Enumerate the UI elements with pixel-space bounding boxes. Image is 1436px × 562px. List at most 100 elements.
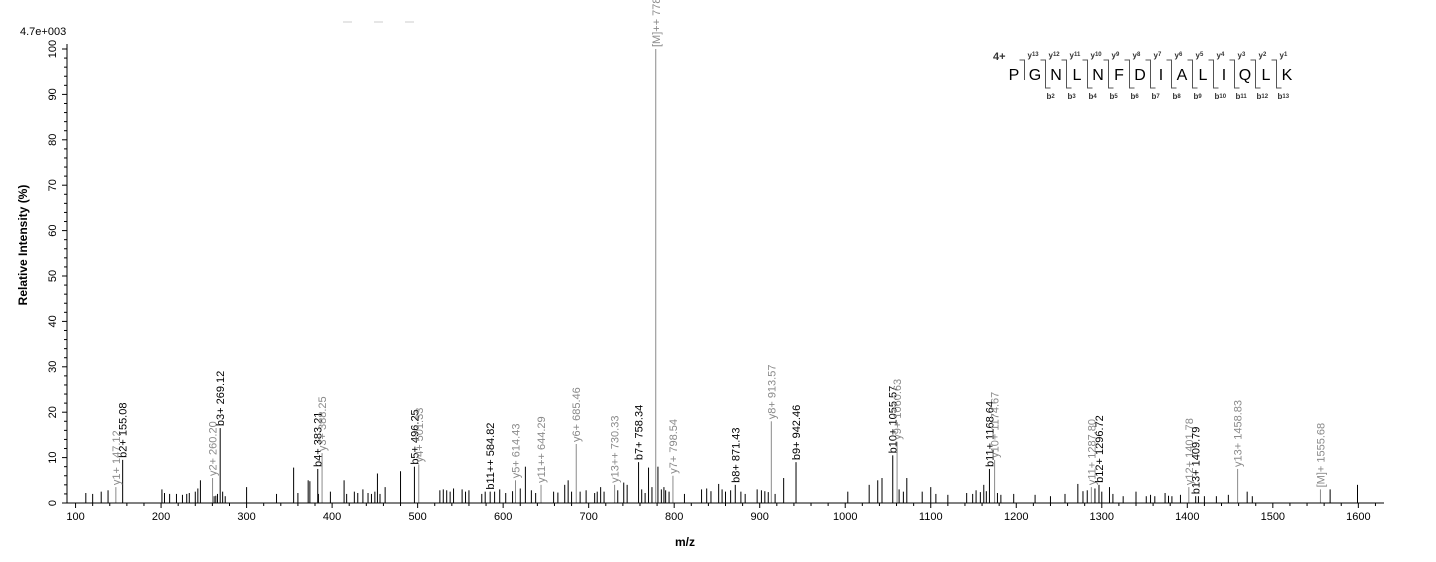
- y-ion-label: y6: [1175, 51, 1183, 60]
- y-cleavage-mark: [1229, 59, 1235, 80]
- y-ion-label: y3: [1238, 51, 1246, 60]
- y-tick-label: 0: [47, 500, 59, 506]
- x-tick-label: 1000: [833, 511, 857, 523]
- b-ion-label: b7: [1152, 92, 1161, 101]
- y-ion-index: 9: [1116, 52, 1120, 58]
- b-ion-label: b5: [1110, 92, 1119, 101]
- sequence-residue: G: [1029, 67, 1041, 84]
- b-ion-index: 5: [1114, 94, 1118, 100]
- peak-label: y13+ 1458.83: [1233, 400, 1245, 467]
- b-cleavage-mark: [1276, 68, 1282, 89]
- x-tick-label: 1200: [1004, 511, 1028, 523]
- y-ion-index: 10: [1095, 52, 1102, 58]
- peak-label: y12+ 1401.78: [1184, 418, 1196, 485]
- b-cleavage-mark: [1213, 68, 1219, 89]
- x-tick-label: 600: [494, 511, 512, 523]
- y-ion-label: y12: [1049, 51, 1061, 60]
- y-cleavage-mark: [1250, 59, 1256, 80]
- precursor-charge: 4+: [993, 51, 1006, 63]
- x-tick-label: 1300: [1090, 511, 1114, 523]
- y-tick-label: 100: [47, 40, 59, 58]
- y-cleavage-mark: [1187, 59, 1193, 80]
- sequence-residue: L: [1199, 67, 1208, 84]
- sequence-residue: N: [1050, 67, 1062, 84]
- b-ion-index: 4: [1093, 94, 1097, 100]
- y-axis-title: Relative Intensity (%): [16, 185, 30, 306]
- y-tick-label: 40: [47, 315, 59, 327]
- y-cleavage-mark: [1124, 59, 1130, 80]
- b-ion-index: 2: [1051, 94, 1055, 100]
- x-axis-title: m/z: [675, 535, 695, 549]
- peak-label: b5+ 496.25: [409, 409, 421, 464]
- peak-label: b2+ 155.08: [118, 402, 130, 457]
- sequence-residue: K: [1282, 67, 1293, 84]
- b-ion-label: b11: [1236, 92, 1248, 101]
- x-tick-label: 100: [66, 511, 84, 523]
- b-ion-label: b2: [1047, 92, 1056, 101]
- peak-label: y2+ 260.20: [208, 421, 220, 476]
- y-tick-label: 10: [47, 451, 59, 463]
- sequence-residue: A: [1177, 67, 1188, 84]
- y-tick-label: 60: [47, 224, 59, 236]
- y-ion-label: y2: [1259, 51, 1267, 60]
- b-ion-index: 13: [1282, 94, 1289, 100]
- b-ion-index: 7: [1156, 94, 1160, 100]
- b-ion-label: b6: [1131, 92, 1140, 101]
- x-tick-label: 400: [323, 511, 341, 523]
- y-ion-index: 5: [1200, 52, 1204, 58]
- y-tick-label: 80: [47, 134, 59, 146]
- y-ion-label: y5: [1196, 51, 1204, 60]
- sequence-residue: N: [1092, 67, 1104, 84]
- peak-label: y5+ 614.43: [510, 424, 522, 479]
- b-cleavage-mark: [1087, 68, 1093, 89]
- x-tick-label: 1100: [919, 511, 943, 523]
- y-cleavage-mark: [1145, 59, 1151, 80]
- y-ion-label: y10: [1091, 51, 1103, 60]
- b-ion-index: 9: [1198, 94, 1202, 100]
- y-ion-index: 12: [1053, 52, 1060, 58]
- y-ion-label: y13: [1028, 51, 1040, 60]
- b-ion-index: 3: [1072, 94, 1076, 100]
- y-cleavage-mark: [1019, 59, 1025, 80]
- y-ion-index: 1: [1284, 52, 1288, 58]
- sequence-residue: F: [1114, 67, 1124, 84]
- y-tick-label: 70: [47, 179, 59, 191]
- y-ion-index: 4: [1221, 52, 1225, 58]
- intensity-scale-label: 4.7e+003: [20, 26, 66, 38]
- y-tick-label: 90: [47, 88, 59, 100]
- peak-label: b13+ 1409.79: [1191, 427, 1203, 495]
- b-cleavage-mark: [1192, 68, 1198, 89]
- peak-label: b9+ 942.46: [791, 405, 803, 460]
- x-tick-label: 1600: [1346, 511, 1370, 523]
- sequence-residue: P: [1009, 67, 1020, 84]
- b-ion-label: b8: [1173, 92, 1182, 101]
- y-ion-label: y4: [1217, 51, 1225, 60]
- peak-label: b7+ 758.34: [634, 405, 646, 460]
- y-ion-index: 8: [1137, 52, 1141, 58]
- x-tick-label: 700: [579, 511, 597, 523]
- peak-label: y7+ 798.54: [668, 419, 680, 474]
- y-cleavage-mark: [1166, 59, 1172, 80]
- y-ion-label: y8: [1133, 51, 1141, 60]
- b-ion-label: b12: [1257, 92, 1269, 101]
- y-tick-label: 30: [47, 361, 59, 373]
- b-ion-index: 6: [1135, 94, 1139, 100]
- b-ion-label: b9: [1194, 92, 1203, 101]
- peak-label: y3+ 388.25: [317, 396, 329, 451]
- y-cleavage-mark: [1040, 59, 1046, 80]
- b-cleavage-mark: [1171, 68, 1177, 89]
- b-cleavage-mark: [1150, 68, 1156, 89]
- x-tick-label: 900: [751, 511, 769, 523]
- peak-label: y11++ 644.29: [536, 416, 548, 482]
- y-cleavage-mark: [1208, 59, 1214, 80]
- b-ion-index: 8: [1177, 94, 1181, 100]
- y-ion-index: 3: [1242, 52, 1246, 58]
- peak-label: y1+ 147.12: [111, 430, 123, 485]
- sequence-residue: D: [1134, 67, 1146, 84]
- y-ion-index: 2: [1263, 52, 1267, 58]
- y-ion-index: 6: [1179, 52, 1183, 58]
- peak-label: [M]+ 1555.68: [1315, 423, 1327, 488]
- b-cleavage-mark: [1108, 68, 1114, 89]
